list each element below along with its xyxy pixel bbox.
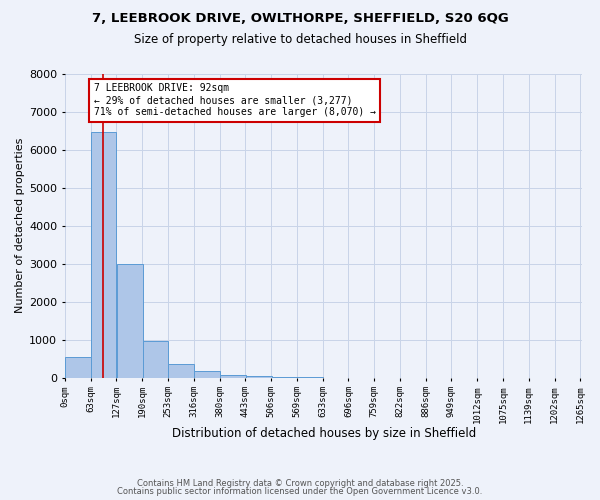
Bar (91, 132, 116, 378)
Bar (65, 356, 91, 378)
Bar (220, 374, 246, 378)
Text: 7 LEEBROOK DRIVE: 92sqm
← 29% of detached houses are smaller (3,277)
71% of semi: 7 LEEBROOK DRIVE: 92sqm ← 29% of detache… (94, 84, 376, 116)
Text: Contains public sector information licensed under the Open Government Licence v3: Contains public sector information licen… (118, 488, 482, 496)
Bar (143, 341, 169, 378)
Bar (194, 371, 220, 378)
Bar (117, 264, 143, 378)
Text: 7, LEEBROOK DRIVE, OWLTHORPE, SHEFFIELD, S20 6QG: 7, LEEBROOK DRIVE, OWLTHORPE, SHEFFIELD,… (92, 12, 508, 26)
Y-axis label: Number of detached properties: Number of detached properties (15, 138, 25, 314)
Text: Contains HM Land Registry data © Crown copyright and database right 2025.: Contains HM Land Registry data © Crown c… (137, 478, 463, 488)
X-axis label: Distribution of detached houses by size in Sheffield: Distribution of detached houses by size … (172, 427, 476, 440)
Bar (246, 376, 272, 378)
Bar (169, 364, 194, 378)
Text: Size of property relative to detached houses in Sheffield: Size of property relative to detached ho… (133, 32, 467, 46)
